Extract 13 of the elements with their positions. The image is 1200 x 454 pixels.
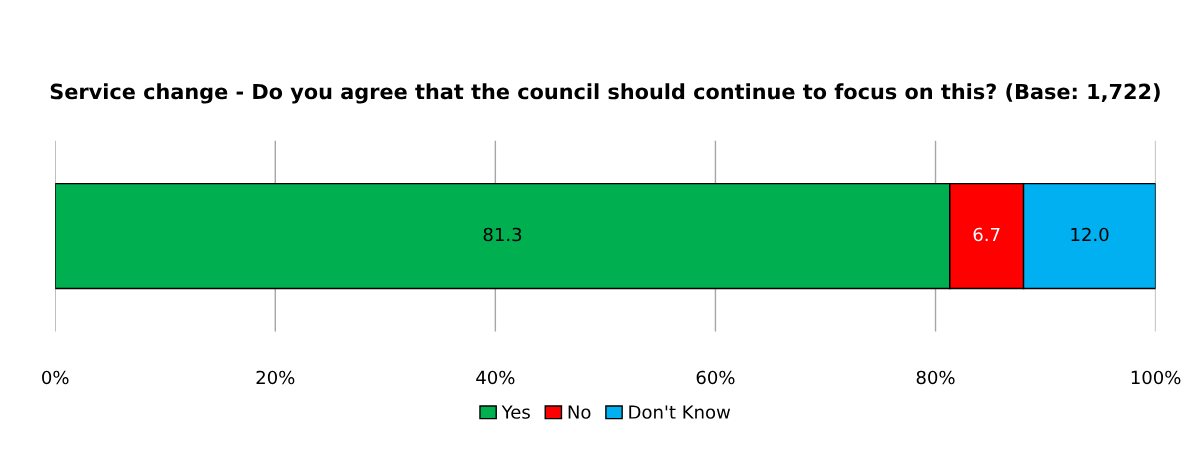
- legend-label: Yes: [501, 405, 530, 419]
- data-label: 81.3: [483, 227, 522, 242]
- x-tick-label: 60%: [696, 370, 735, 385]
- data-label: 6.7: [973, 227, 1000, 242]
- x-tick-label: 100%: [1131, 370, 1181, 385]
- x-tick-label: 0%: [42, 370, 69, 385]
- legend-label: No: [568, 405, 591, 419]
- legend-label: Don't Know: [629, 405, 731, 419]
- x-tick-label: 40%: [476, 370, 515, 385]
- x-tick-label: 20%: [256, 370, 295, 385]
- chart-title: Service change - Do you agree that the council should continue to focus on this? (Base: 1,722): [50, 83, 1160, 104]
- x-tick-label: 80%: [916, 370, 955, 385]
- data-label: 12.0: [1071, 227, 1109, 242]
